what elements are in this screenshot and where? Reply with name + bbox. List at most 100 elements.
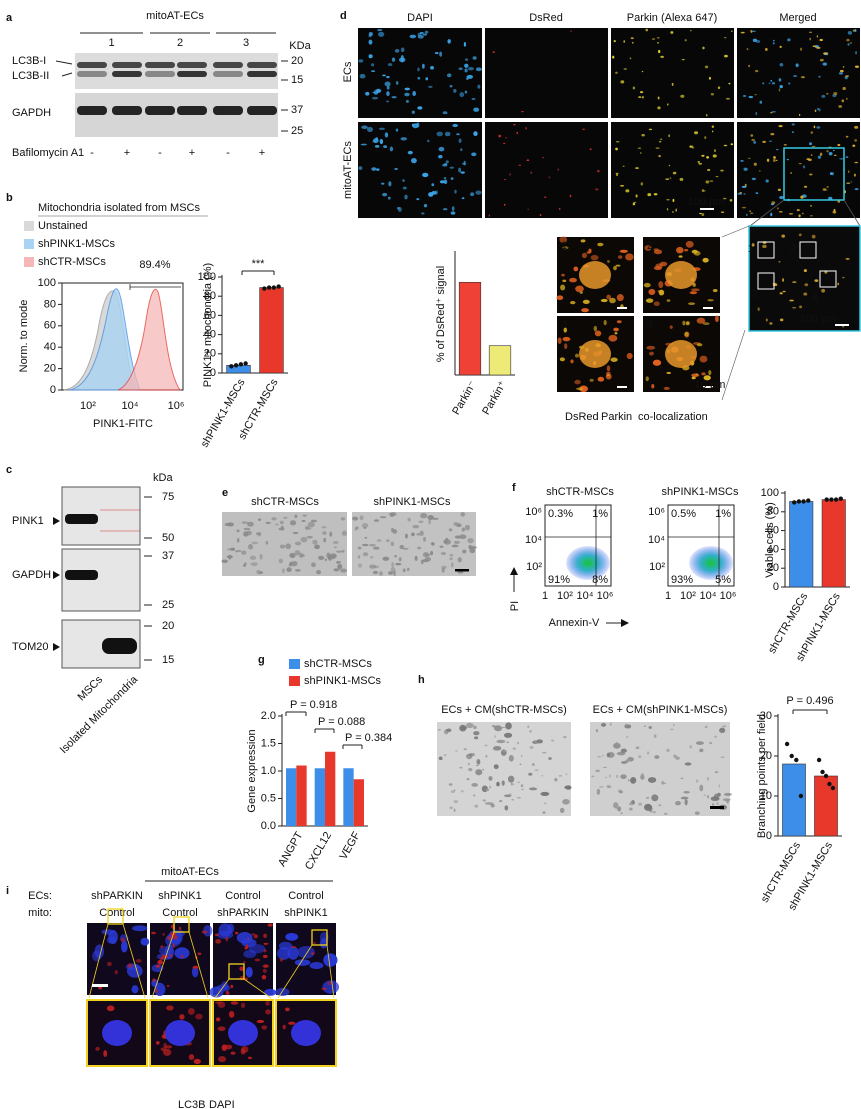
x-tick-label: Parkin⁻ — [450, 379, 479, 417]
y-tick-label: 80 — [204, 290, 216, 302]
cell — [473, 131, 478, 137]
cell — [708, 370, 712, 376]
y-tick-label: 40 — [204, 329, 216, 341]
cell — [629, 57, 632, 60]
cell — [473, 736, 479, 740]
cell — [516, 797, 521, 799]
cell — [609, 774, 611, 778]
cell — [402, 547, 409, 550]
data-point — [820, 769, 825, 775]
cell — [802, 212, 804, 215]
cell — [456, 523, 462, 528]
cell — [678, 255, 683, 258]
cell — [569, 194, 572, 198]
cell — [395, 128, 399, 132]
cell — [516, 131, 518, 135]
cell — [430, 65, 434, 70]
cell — [387, 196, 391, 200]
label: KDa — [289, 40, 311, 52]
label: TOM20 — [12, 641, 48, 653]
cell — [639, 152, 642, 154]
cell — [640, 774, 645, 780]
cell — [609, 297, 616, 304]
cell — [376, 168, 380, 171]
label: shPARKIN — [91, 890, 143, 902]
cell — [430, 550, 434, 556]
label: - — [158, 147, 162, 159]
y-tick-label: 0 — [210, 367, 216, 379]
cell — [394, 167, 398, 170]
label: ECs: — [28, 890, 52, 902]
label: 2 — [647, 240, 653, 252]
line — [721, 329, 746, 401]
cell — [751, 243, 755, 247]
label: 10 μm — [695, 379, 726, 391]
cell — [565, 773, 568, 775]
line — [214, 978, 230, 999]
cell — [462, 549, 467, 554]
cell — [680, 796, 689, 800]
cell — [180, 954, 184, 959]
cell — [666, 748, 670, 753]
label: PINK1 — [12, 515, 44, 527]
cell — [382, 74, 386, 77]
cell — [668, 134, 670, 138]
cell — [641, 773, 644, 776]
cell — [635, 167, 639, 170]
cell — [472, 56, 477, 60]
cell — [214, 1001, 223, 1004]
cell — [221, 559, 229, 563]
cell — [779, 62, 784, 67]
cell — [689, 145, 693, 148]
cell — [248, 944, 266, 954]
cell — [643, 282, 651, 288]
zoom-frame — [212, 999, 274, 1067]
cell — [787, 38, 791, 42]
cell — [699, 212, 702, 215]
cell — [454, 189, 457, 194]
label: PINK1-FITC — [93, 418, 153, 430]
cell — [720, 211, 725, 213]
p-value: P = 0.088 — [318, 716, 365, 728]
label: 25 — [291, 125, 303, 137]
cell — [188, 1054, 195, 1061]
cell — [703, 375, 711, 381]
cell — [855, 51, 857, 55]
data-point — [243, 361, 248, 366]
cell — [473, 794, 476, 797]
cell — [590, 254, 599, 261]
cell — [622, 165, 625, 167]
cell — [791, 131, 794, 134]
cell — [832, 211, 837, 214]
cell — [416, 533, 421, 536]
arrowhead — [53, 643, 60, 651]
cell — [782, 278, 785, 282]
zoom-box — [783, 147, 845, 201]
cell — [629, 807, 633, 811]
cell — [626, 735, 629, 738]
cell — [327, 981, 332, 985]
label: Parkin — [601, 411, 632, 423]
y-tick-label: 40 — [767, 543, 779, 555]
cell — [151, 931, 156, 935]
cell — [259, 553, 263, 560]
cell — [638, 802, 643, 806]
cell — [808, 31, 813, 34]
cell — [407, 150, 413, 155]
cell — [230, 1051, 236, 1055]
cell — [453, 789, 456, 792]
cell — [226, 522, 234, 527]
cell — [765, 47, 768, 51]
cell — [534, 741, 538, 744]
cell — [600, 298, 608, 303]
y-axis-label: Viable cells (%) — [764, 502, 776, 578]
cell — [282, 568, 285, 574]
cell — [468, 767, 473, 772]
cell — [757, 307, 760, 311]
cell — [488, 776, 493, 781]
cell — [366, 126, 374, 132]
cell — [829, 172, 833, 175]
histogram-shctr — [117, 288, 181, 391]
cell — [455, 750, 458, 752]
cell — [279, 544, 286, 549]
